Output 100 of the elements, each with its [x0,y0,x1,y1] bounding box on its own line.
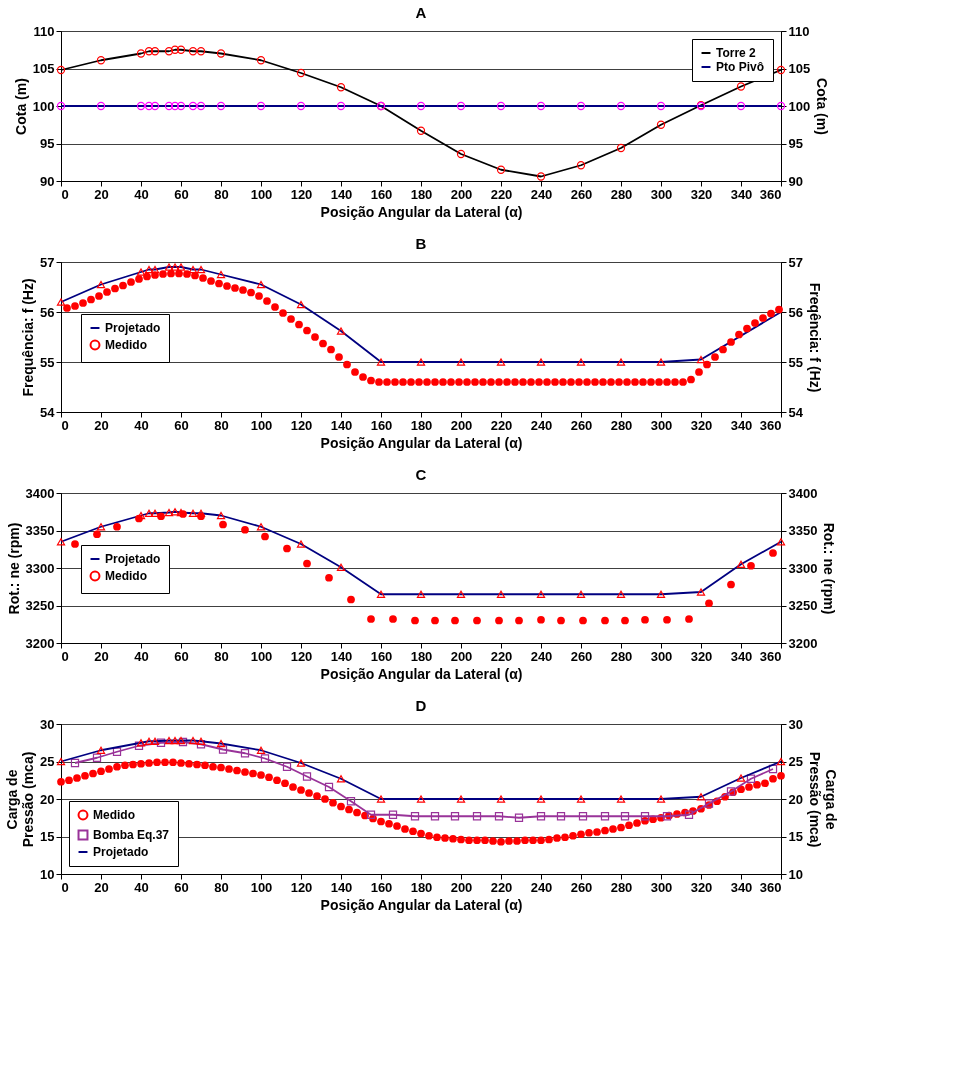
y2-tick-label: 100 [788,98,811,114]
x-tick-label: 160 [370,186,393,202]
y2-tick-label: 3250 [788,598,818,613]
x-tick-label: 40 [134,186,149,202]
x-tick-label: 300 [650,879,673,895]
x-tick-label: 140 [330,879,353,895]
x-tick-label: 340 [730,879,753,895]
y2-axis-title: Cota (m) [814,78,831,135]
x-tick-label: 280 [610,648,633,664]
legend-label: Projetado [93,845,149,859]
x-tick-label: 280 [610,879,633,895]
x-axis-title: Posição Angular da Lateral (α) [320,434,523,451]
y2-tick-label: 56 [788,304,803,320]
x-tick-label: 340 [730,417,753,433]
y-tick-label: 10 [40,866,55,882]
y-axis-title: Carga de Pressão (mca) [4,751,37,848]
x-tick-label: 240 [530,417,553,433]
x-tick-label: 260 [570,879,593,895]
x-tick-label: 60 [174,648,189,664]
legend-label: Projetado [105,552,161,566]
x-tick-label: 220 [490,879,513,895]
x-tick-label: 360 [759,879,782,895]
x-tick-label: 160 [370,879,393,895]
y2-tick-label: 15 [788,829,803,844]
x-tick-label: 360 [759,648,782,664]
x-tick-label: 80 [214,879,229,895]
x-tick-label: 260 [570,186,593,202]
y2-tick-label: 55 [788,354,803,370]
y-tick-label: 3400 [25,485,55,501]
chart-title: B [415,235,427,252]
x-tick-label: 320 [690,186,713,202]
y2-tick-label: 90 [788,173,803,189]
y-tick-label: 95 [40,136,55,151]
x-tick-label: 20 [94,417,109,433]
chart-title: D [415,697,427,714]
x-tick-label: 100 [250,186,273,202]
x-tick-label: 220 [490,648,513,664]
y-axis-title: Cota (m) [12,78,29,135]
y-tick-label: 3250 [25,598,55,613]
y-tick-label: 15 [40,829,55,844]
y2-tick-label: 30 [788,716,803,732]
x-tick-label: 120 [290,879,313,895]
y2-tick-label: 3350 [788,523,818,538]
legend-label: Pto Pivô [716,60,765,74]
y2-tick-label: 110 [788,23,810,39]
x-tick-label: 40 [134,417,149,433]
y2-tick-label: 3300 [788,560,818,576]
y-tick-label: 3300 [25,560,55,576]
x-tick-label: 0 [61,879,69,895]
x-tick-label: 20 [94,648,109,664]
y2-tick-label: 54 [788,404,804,420]
x-tick-label: 240 [530,648,553,664]
x-tick-label: 40 [134,648,149,664]
legend-label: Medido [93,808,135,822]
y-tick-label: 54 [40,404,56,420]
y2-tick-label: 95 [788,136,803,151]
x-tick-label: 240 [530,879,553,895]
x-tick-label: 140 [330,648,353,664]
y2-tick-label: 3200 [788,635,818,651]
x-tick-label: 200 [450,417,473,433]
x-tick-label: 100 [250,648,273,664]
y2-tick-label: 20 [788,791,803,807]
chart-title: A [415,4,427,21]
x-tick-label: 60 [174,879,189,895]
y2-tick-label: 25 [788,754,803,769]
x-tick-label: 0 [61,417,69,433]
x-axis-title: Posição Angular da Lateral (α) [320,896,523,913]
x-tick-label: 60 [174,186,189,202]
y-tick-label: 3350 [25,523,55,538]
x-tick-label: 260 [570,648,593,664]
x-tick-label: 180 [410,648,433,664]
legend-label: Medido [105,569,147,583]
x-tick-label: 340 [730,186,753,202]
x-tick-label: 260 [570,417,593,433]
x-tick-label: 20 [94,186,109,202]
x-tick-label: 320 [690,417,713,433]
y-tick-label: 25 [40,754,55,769]
y-tick-label: 55 [40,354,55,370]
x-tick-label: 140 [330,417,353,433]
x-tick-label: 360 [759,417,782,433]
y-tick-label: 110 [33,23,55,39]
y-tick-label: 105 [32,61,55,76]
x-tick-label: 0 [61,186,69,202]
x-tick-label: 20 [94,879,109,895]
x-axis-title: Posição Angular da Lateral (α) [320,203,523,220]
x-tick-label: 300 [650,648,673,664]
x-tick-label: 240 [530,186,553,202]
x-tick-label: 120 [290,648,313,664]
x-axis-title: Posição Angular da Lateral (α) [320,665,523,682]
x-tick-label: 200 [450,186,473,202]
y2-axis-title: Carga de Pressão (mca) [806,751,839,848]
x-tick-label: 320 [690,648,713,664]
legend-label: Torre 2 [716,46,757,60]
y2-tick-label: 3400 [788,485,818,501]
x-tick-label: 180 [410,417,433,433]
x-tick-label: 160 [370,417,393,433]
x-tick-label: 180 [410,186,433,202]
y-tick-label: 100 [32,98,55,114]
chart-title: C [415,466,427,483]
x-tick-label: 320 [690,879,713,895]
